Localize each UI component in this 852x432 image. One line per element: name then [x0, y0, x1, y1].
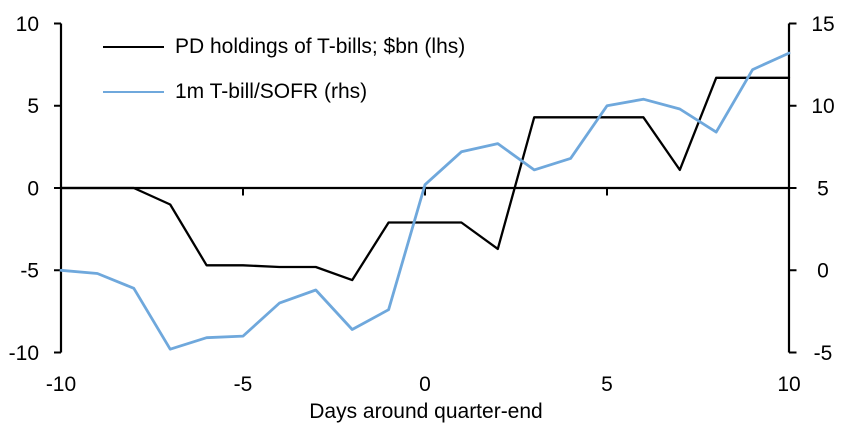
- legend-line-swatch-blue: [103, 90, 164, 94]
- right-axis-tick-label: 15: [811, 13, 834, 36]
- left-axis-tick-label: -5: [20, 260, 39, 283]
- chart-legend: PD holdings of T-bills; $bn (lhs) 1m T-b…: [103, 35, 465, 125]
- x-axis-tick-label: 10: [777, 373, 800, 396]
- left-axis-tick-label: 0: [27, 177, 39, 200]
- x-axis-tick-label: -10: [46, 373, 76, 396]
- right-axis-tick-label: 0: [817, 260, 829, 283]
- x-axis-tick-label: 5: [601, 373, 613, 396]
- legend-line-swatch-black: [103, 45, 164, 49]
- legend-item-tbill-sofr: 1m T-bill/SOFR (rhs): [103, 80, 465, 104]
- legend-item-pd-holdings: PD holdings of T-bills; $bn (lhs): [103, 35, 465, 59]
- left-axis-tick-label: 10: [16, 13, 39, 36]
- legend-label-pd-holdings: PD holdings of T-bills; $bn (lhs): [175, 35, 466, 58]
- legend-label-tbill-sofr: 1m T-bill/SOFR (rhs): [175, 80, 368, 103]
- right-axis-tick-label: 5: [817, 177, 829, 200]
- x-axis-tick-label: -5: [234, 373, 253, 396]
- series-line-0: [59, 76, 791, 282]
- series-line-1: [59, 51, 791, 351]
- x-axis-tick-label: 0: [419, 373, 431, 396]
- left-axis-tick-label: -10: [9, 342, 39, 365]
- right-axis-tick-label: 10: [811, 95, 834, 118]
- x-axis-title: Days around quarter-end: [309, 400, 543, 423]
- right-axis-tick-label: -5: [814, 342, 833, 365]
- left-axis-tick-label: 5: [27, 95, 39, 118]
